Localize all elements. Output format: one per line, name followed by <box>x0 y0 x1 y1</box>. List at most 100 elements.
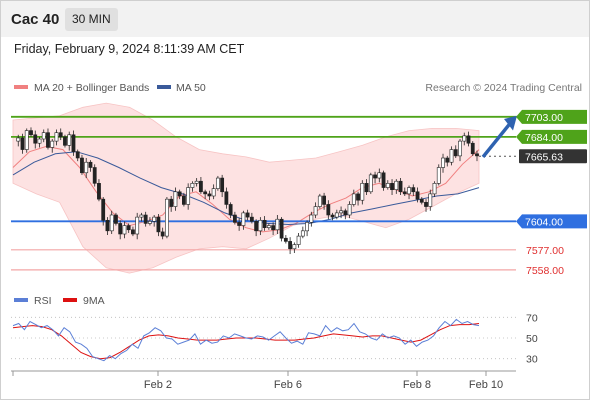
candle-down <box>207 193 212 197</box>
pivot-label: 7604.00 <box>525 216 563 228</box>
candle-down <box>220 177 225 193</box>
candle-down <box>80 157 84 174</box>
candle-up <box>186 187 191 205</box>
candle-down <box>237 222 242 226</box>
candle-down <box>424 202 428 207</box>
candle-up <box>368 174 373 193</box>
ma20-legend-label: MA 20 + Bollinger Bands <box>34 82 149 94</box>
forecast-arrow <box>481 115 517 159</box>
candle-up <box>449 149 454 163</box>
candle-up <box>360 183 365 201</box>
candle-down <box>105 219 110 232</box>
candle-up <box>275 218 280 231</box>
candle-down <box>322 195 326 205</box>
candle-down <box>224 191 229 205</box>
candle-down <box>203 191 208 195</box>
candle-down <box>254 221 259 232</box>
candle-up <box>394 180 399 190</box>
candle-down <box>445 157 450 163</box>
candle-up <box>351 193 356 205</box>
candle-up <box>67 134 72 146</box>
rsi-legend-label: RSI <box>34 295 52 307</box>
ma9-legend-label: 9MA <box>83 295 105 307</box>
candle-down <box>126 225 131 231</box>
timeframe-button[interactable]: 30 MIN <box>65 8 118 31</box>
candle-down <box>160 231 165 237</box>
candle-down <box>101 198 106 221</box>
candle-down <box>46 132 50 148</box>
candle-down <box>279 218 284 239</box>
candle-up <box>300 230 305 237</box>
rsi-tick-label: 70 <box>526 312 538 324</box>
candle-down <box>156 216 161 233</box>
rsi-line <box>12 318 480 362</box>
candle-down <box>177 191 182 197</box>
candle-down <box>63 136 67 146</box>
rsi-legend-swatch <box>14 298 28 302</box>
resistance-tag <box>516 129 587 144</box>
candle-up <box>109 214 114 232</box>
candle-down <box>198 180 203 193</box>
candle-down <box>20 137 25 150</box>
ma50-legend-swatch <box>157 85 171 89</box>
candle-up <box>24 130 29 150</box>
target-tag <box>516 109 587 124</box>
x-tick-label: Feb 2 <box>144 379 172 391</box>
candle-down <box>262 219 267 228</box>
level-labels: 7703.00 7684.00 7665.63 7604.00 7577.00 7558.… <box>516 109 587 277</box>
candle-up <box>334 212 339 218</box>
chart-datetime: Friday, February 9, 2024 8:11:39 AM CET <box>14 42 245 56</box>
candle-down <box>92 167 97 184</box>
candle-down <box>143 214 148 224</box>
candle-up <box>190 183 195 188</box>
candle-down <box>466 135 471 144</box>
x-tick-label: Feb 10 <box>469 379 503 391</box>
candle-down <box>411 187 416 193</box>
candle-up <box>215 177 220 189</box>
candle-up <box>258 219 263 232</box>
candle-up <box>148 221 152 224</box>
candle-down <box>182 195 186 205</box>
symbol-title: Cac 40 <box>11 11 60 28</box>
candle-up <box>37 138 42 144</box>
candle-down <box>373 174 377 179</box>
support-label: 7577.00 <box>526 245 564 257</box>
rsi-tick-label: 30 <box>526 354 538 366</box>
candle-up <box>139 214 144 218</box>
candle-up <box>339 210 343 214</box>
candle-down <box>398 180 403 193</box>
candle-down <box>283 237 288 242</box>
candle-up <box>305 222 309 232</box>
price-levels <box>11 115 516 271</box>
resistance-label: 7684.00 <box>525 132 563 144</box>
candle-up <box>432 183 437 195</box>
arrow-shaft <box>481 119 514 159</box>
candle-down <box>381 172 386 188</box>
candle-down <box>88 161 93 168</box>
ma50-legend-label: MA 50 <box>176 82 206 94</box>
candle-up <box>313 206 318 216</box>
candle-down <box>131 229 135 235</box>
candle-down <box>415 191 420 200</box>
last-price-label: 7665.63 <box>525 151 563 163</box>
target-label: 7703.00 <box>525 112 563 124</box>
candle-down <box>232 214 237 223</box>
candle-up <box>309 214 314 223</box>
candle-down <box>419 198 424 203</box>
rsi-tick-label: 50 <box>526 333 538 345</box>
candle-up <box>441 157 445 168</box>
candle-down <box>475 153 479 157</box>
candle-up <box>377 172 382 179</box>
candle-down <box>58 132 63 138</box>
rsi-pane: 70 50 30 <box>11 312 538 366</box>
candle-down <box>114 214 118 224</box>
candle-down <box>249 216 254 222</box>
candlesticks <box>16 127 479 255</box>
candle-down <box>75 151 80 159</box>
candle-down <box>288 241 293 250</box>
candle-up <box>428 193 433 207</box>
candle-up <box>165 198 169 237</box>
candle-up <box>16 137 21 142</box>
